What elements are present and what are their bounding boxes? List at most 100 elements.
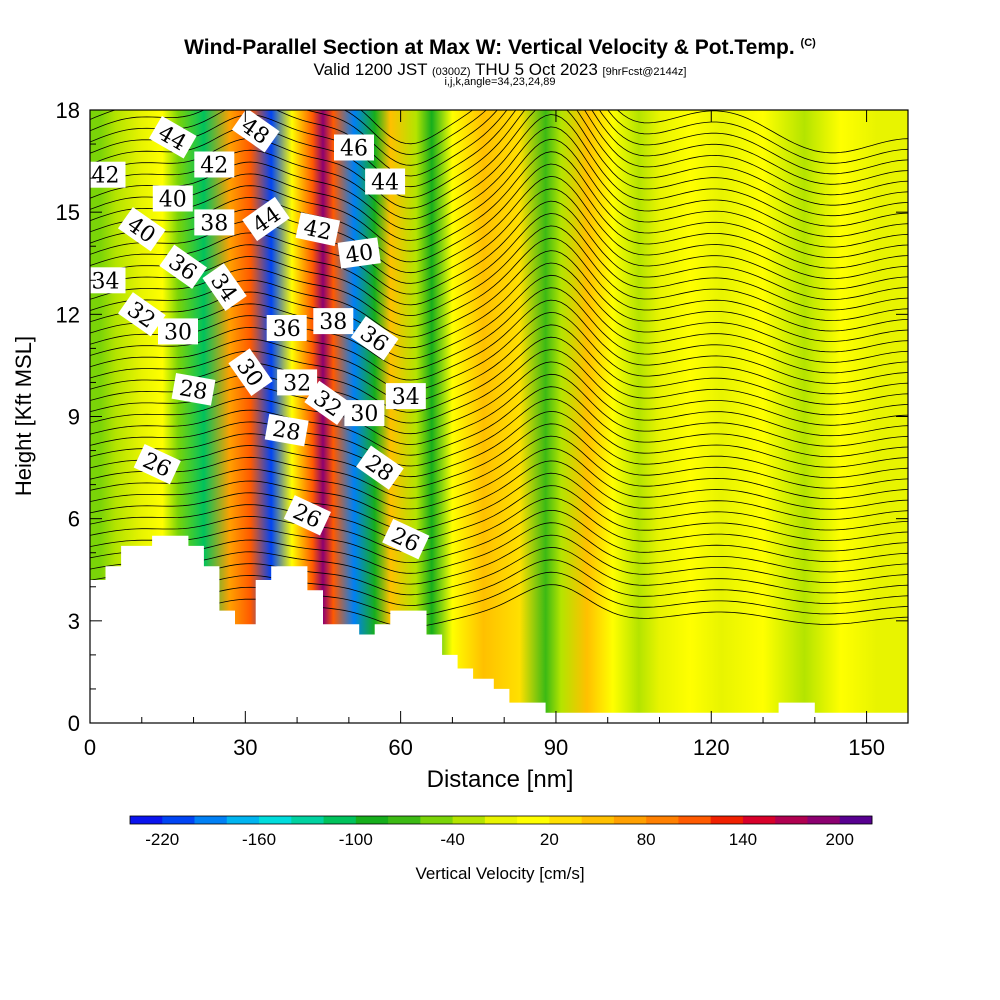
y-tick-label: 0 — [68, 711, 80, 736]
isentrope-line — [90, 373, 908, 447]
isentrope-line — [90, 299, 908, 384]
x-tick-label: 120 — [693, 735, 730, 760]
chart-title: Wind-Parallel Section at Max W: Vertical… — [184, 36, 816, 59]
isentrope-line — [90, 138, 908, 248]
isentrope-line — [90, 213, 908, 311]
colorbar-segment — [549, 816, 583, 824]
colorbar-segment — [581, 816, 615, 824]
isentrope-line — [90, 287, 908, 374]
theta-label-text: 40 — [344, 240, 375, 269]
theta-label-bg — [283, 495, 332, 536]
theta-label-text: 42 — [301, 216, 334, 246]
theta-label: 40 — [152, 185, 193, 213]
theta-label-bg — [266, 315, 307, 341]
theta-label-text: 38 — [200, 211, 228, 236]
isentrope-line — [90, 423, 908, 489]
colorbar-segment — [355, 816, 389, 824]
x-tick-label: 90 — [544, 735, 568, 760]
colorbar-segment — [484, 816, 518, 824]
colorbar-segment — [291, 816, 324, 824]
theta-label: 30 — [158, 318, 198, 345]
isentrope-line — [90, 110, 908, 185]
theta-label: 42 — [85, 161, 126, 189]
theta-label-bg — [152, 185, 193, 212]
theta-label-text: 34 — [92, 269, 120, 294]
theta-label-bg — [194, 209, 235, 236]
isentrope-line — [90, 472, 908, 531]
theta-label-bg — [85, 161, 126, 188]
theta-label: 34 — [202, 263, 247, 311]
theta-label-bg — [277, 369, 318, 396]
y-tick-label: 3 — [68, 609, 80, 634]
isentrope-line — [90, 163, 908, 269]
theta-label-text: 40 — [159, 188, 187, 213]
isentrope-line — [90, 410, 908, 479]
theta-label: 42 — [194, 151, 235, 179]
colorbar-tick-label: -160 — [242, 830, 276, 849]
colorbar-segment — [613, 816, 647, 824]
isentrope-line — [90, 547, 908, 596]
theta-label: 34 — [385, 383, 426, 410]
x-tick-label: 0 — [84, 735, 96, 760]
theta-label-text: 42 — [92, 164, 120, 189]
colorbar: -220 -160 -100 -40 20 80 140 200 — [129, 815, 873, 849]
theta-label: 38 — [313, 308, 354, 335]
theta-label-bg — [158, 318, 198, 345]
isentrope-line — [90, 110, 908, 164]
isentrope-line — [90, 151, 908, 258]
theta-label-bg — [382, 518, 430, 560]
terrain-mask — [90, 535, 908, 723]
subtitle-fcst: [9hrFcst@2144z] — [602, 66, 687, 78]
theta-label-bg — [356, 445, 404, 490]
theta-label-text: 38 — [319, 310, 347, 335]
colorbar-segment — [775, 816, 808, 824]
theta-label-text: 28 — [177, 376, 209, 405]
colorbar-segment — [646, 816, 679, 824]
theta-label: 28 — [264, 413, 309, 447]
colorbar-segment — [710, 816, 744, 824]
theta-label: 46 — [334, 134, 374, 162]
theta-label: 36 — [266, 315, 307, 342]
theta-label-text: 30 — [350, 402, 378, 427]
colorbar-tick-label: 140 — [729, 830, 757, 849]
isentrope-line — [90, 110, 908, 206]
subtitle-utc: (0300Z) — [432, 66, 471, 78]
theta-label-bg — [117, 292, 166, 337]
isentrope-line — [90, 534, 908, 585]
colorbar-segment — [388, 816, 421, 824]
isentrope-line — [90, 522, 908, 574]
isentrope-line — [90, 361, 908, 437]
theta-label-bg — [148, 115, 197, 159]
isentrope-line — [90, 386, 908, 458]
theta-label-bg — [228, 348, 273, 397]
theta-label-bg — [171, 373, 216, 406]
theta-label-text: 30 — [164, 320, 192, 345]
isentrope-line — [90, 435, 908, 500]
isentrope-line — [90, 584, 908, 628]
x-axis-label: Distance [nm] — [426, 766, 574, 793]
colorbar-frame — [129, 815, 873, 825]
isentrope-line — [90, 336, 908, 416]
theta-label-bg — [365, 168, 406, 195]
subtitle-valid: Valid 1200 JST — [313, 60, 428, 79]
isentrope-line — [90, 460, 908, 521]
colorbar-segment — [807, 816, 841, 824]
theta-label-text: 32 — [283, 371, 311, 396]
theta-label-bg — [194, 151, 235, 178]
colorbar-segment — [517, 816, 550, 824]
theta-label-bg — [313, 308, 354, 335]
colorbar-tick-label: 20 — [540, 830, 559, 849]
isentrope-line — [90, 571, 908, 617]
theta-label-text: 42 — [200, 154, 228, 179]
colorbar-tick-label: -40 — [440, 830, 465, 849]
theta-label: 30 — [344, 400, 385, 427]
chart-subtitle-ijk: i,j,k,angle=34,23,24,89 — [444, 76, 556, 88]
theta-label-bg — [133, 443, 181, 485]
theta-label: 28 — [171, 373, 216, 406]
theta-label: 40 — [337, 237, 381, 269]
isentrope-line — [90, 349, 908, 426]
isentrope-line — [90, 398, 908, 468]
isentrope-line — [90, 200, 908, 300]
colorbar-segment — [259, 816, 292, 824]
